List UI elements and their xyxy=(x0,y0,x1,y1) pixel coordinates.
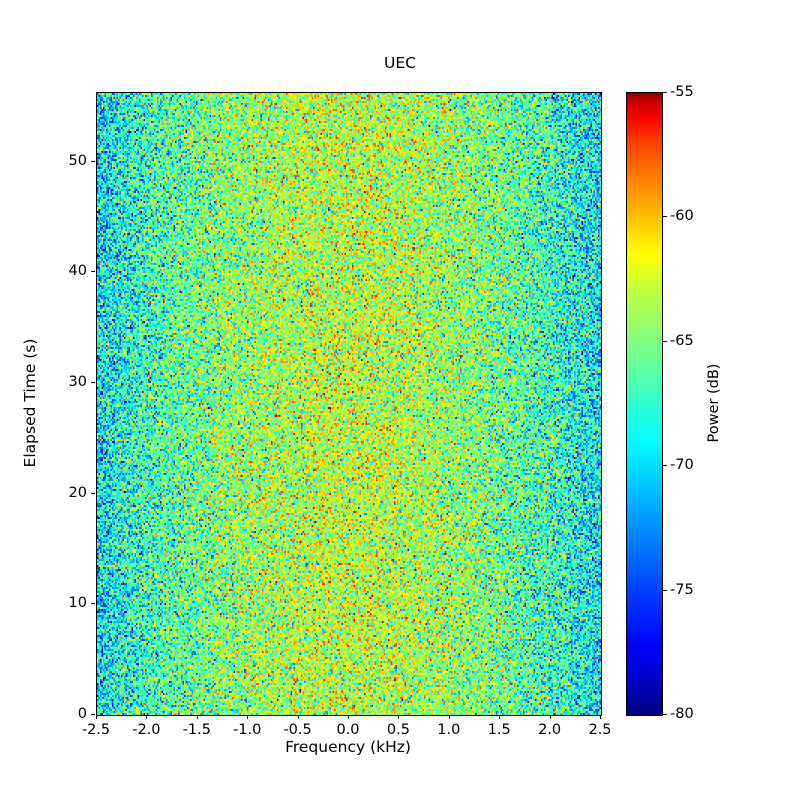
colorbar-tick-label: -70 xyxy=(670,457,694,474)
x-tick-label: 1.5 xyxy=(487,722,511,738)
colorbar-tick-mark xyxy=(662,589,667,591)
x-tick-mark xyxy=(146,715,148,719)
y-tick-label: 20 xyxy=(68,484,87,501)
y-tick-mark xyxy=(91,603,95,605)
y-tick-label: 30 xyxy=(68,373,87,390)
colorbar-tick-mark xyxy=(662,714,667,715)
colorbar-tick-label: -55 xyxy=(670,84,694,100)
colorbar-tick-mark xyxy=(662,340,667,342)
x-tick-label: -0.5 xyxy=(283,722,312,738)
x-tick-mark xyxy=(448,715,450,719)
x-tick-mark xyxy=(600,715,601,719)
x-tick-mark xyxy=(549,715,551,719)
x-tick-label: 0.5 xyxy=(386,722,410,738)
y-tick-label: 50 xyxy=(68,152,87,169)
y-tick-label: 0 xyxy=(77,706,87,722)
x-axis-title: Frequency (kHz) xyxy=(285,738,411,756)
colorbar-tick-mark xyxy=(662,465,667,467)
title-line-station: UEC xyxy=(384,53,416,72)
colorbar-tick-label: -80 xyxy=(670,706,694,722)
y-tick-mark xyxy=(91,381,95,383)
y-tick-label: 40 xyxy=(68,263,87,280)
spectrogram-image xyxy=(97,93,601,715)
x-tick-mark xyxy=(96,715,97,719)
y-tick-label: 10 xyxy=(68,595,87,612)
x-tick-mark xyxy=(196,715,198,719)
x-tick-label: 2.5 xyxy=(588,722,612,738)
y-tick-mark xyxy=(91,492,95,494)
colorbar-tick-label: -65 xyxy=(670,332,694,349)
y-tick-mark xyxy=(91,714,95,715)
colorbar-tick-mark xyxy=(662,216,667,218)
x-tick-mark xyxy=(499,715,501,719)
colorbar-tick-label: -75 xyxy=(670,581,694,598)
spectrogram-plot-area xyxy=(96,92,602,716)
y-axis-title: Elapsed Time (s) xyxy=(21,338,39,468)
x-tick-label: -1.0 xyxy=(233,722,262,738)
x-tick-mark xyxy=(398,715,400,719)
y-tick-mark xyxy=(91,271,95,273)
y-tick-mark xyxy=(91,160,95,162)
x-tick-mark xyxy=(348,715,349,719)
x-tick-mark xyxy=(247,715,249,719)
x-tick-mark xyxy=(297,715,299,719)
x-tick-label: 1.0 xyxy=(437,722,461,738)
x-tick-label: 0.0 xyxy=(336,722,360,738)
x-tick-label: -2.5 xyxy=(81,722,111,738)
x-tick-label: 2.0 xyxy=(538,722,562,738)
colorbar-tick-label: -60 xyxy=(670,208,694,225)
colorbar-title: Power (dB) xyxy=(706,363,722,443)
colorbar xyxy=(626,92,663,716)
x-tick-label: -2.0 xyxy=(132,722,161,738)
colorbar-tick-mark xyxy=(662,92,667,93)
x-tick-label: -1.5 xyxy=(182,722,211,738)
